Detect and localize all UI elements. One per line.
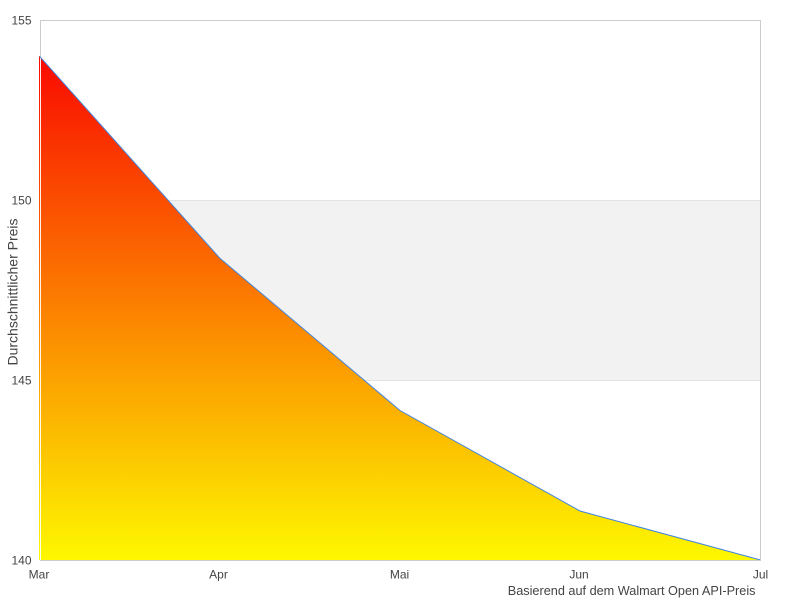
svg-text:Apr: Apr: [209, 568, 228, 582]
svg-text:140: 140: [11, 554, 31, 568]
svg-text:155: 155: [11, 14, 31, 28]
svg-text:Jun: Jun: [569, 568, 588, 582]
svg-text:Jul: Jul: [753, 568, 768, 582]
svg-text:Mai: Mai: [390, 568, 409, 582]
svg-text:150: 150: [11, 194, 31, 208]
svg-text:145: 145: [11, 374, 31, 388]
svg-text:Durchschnittlicher Preis: Durchschnittlicher Preis: [5, 218, 21, 365]
svg-text:Mar: Mar: [29, 568, 50, 582]
svg-text:Basierend auf dem Walmart Open: Basierend auf dem Walmart Open API-Preis: [508, 584, 756, 598]
